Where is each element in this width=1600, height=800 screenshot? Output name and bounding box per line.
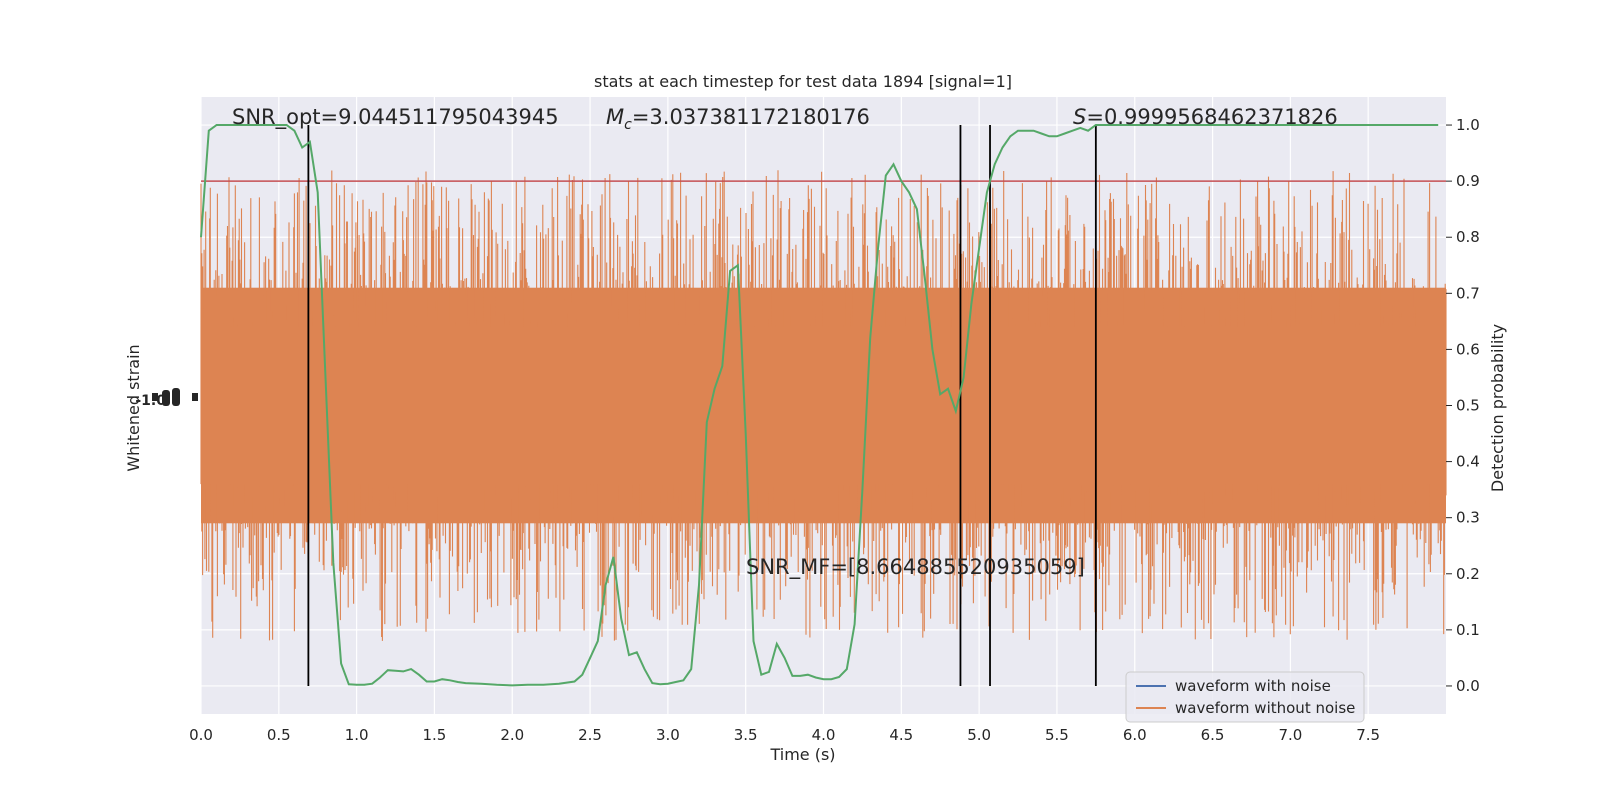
y-axis-label-right: Detection probability — [1488, 324, 1507, 492]
y-tick-label: 0.5 — [1456, 397, 1480, 415]
chirp-mass-symbol: M — [606, 105, 624, 129]
x-tick-label: 6.5 — [1201, 726, 1225, 744]
y-tick-label: 0.4 — [1456, 453, 1480, 471]
probability-line — [200, 124, 1439, 687]
s-value: =0.9999568462371826 — [1086, 105, 1337, 129]
y-tick-label: 0.0 — [1456, 677, 1480, 695]
legend-label-with-noise: waveform with noise — [1175, 677, 1331, 695]
y-tick-label: 0.2 — [1456, 565, 1480, 583]
x-tick-label: 7.5 — [1356, 726, 1380, 744]
s-symbol: S — [1073, 105, 1086, 129]
left-tick-blob — [162, 390, 170, 406]
y-tick-label: 0.6 — [1456, 340, 1480, 358]
legend: waveform with noise waveform without noi… — [1125, 671, 1365, 723]
x-tick-label: 3.5 — [734, 726, 758, 744]
left-axis-ticks: -1.0 — [135, 388, 198, 409]
x-tick-label: 0.0 — [189, 726, 213, 744]
x-axis-label: Time (s) — [769, 745, 835, 764]
y-tick-label: 1.0 — [1456, 116, 1480, 134]
x-tick-label: 4.0 — [812, 726, 836, 744]
x-tick-label: 3.0 — [656, 726, 680, 744]
x-tick-label: 1.0 — [345, 726, 369, 744]
x-tick-label: 0.5 — [267, 726, 291, 744]
x-tick-label: 2.5 — [578, 726, 602, 744]
x-tick-label: 7.0 — [1278, 726, 1302, 744]
left-tick-label: -1.0 — [135, 393, 166, 409]
snr-mf-annotation: SNR_MF=[8.664885520935059] — [746, 555, 1085, 580]
y-tick-label: 0.8 — [1456, 228, 1480, 246]
x-tick-label: 2.0 — [500, 726, 524, 744]
y-tick-label: 0.3 — [1456, 509, 1480, 527]
probability-series — [200, 124, 1439, 687]
strain-waveform-line — [200, 170, 1447, 641]
chart-title: stats at each timestep for test data 189… — [594, 72, 1012, 91]
vertical-markers — [307, 125, 1097, 686]
left-tick-blob — [192, 393, 198, 401]
strain-series — [200, 170, 1447, 641]
x-tick-label: 6.0 — [1123, 726, 1147, 744]
x-tick-label: 1.5 — [423, 726, 447, 744]
s-annotation: S=0.9999568462371826 — [1073, 105, 1338, 129]
y-tick-label: 0.9 — [1456, 172, 1480, 190]
x-tick-label: 5.0 — [967, 726, 991, 744]
x-tick-label: 4.5 — [889, 726, 913, 744]
chirp-mass-value: =3.037381172180176 — [632, 105, 870, 129]
chirp-mass-subscript: c — [624, 117, 632, 133]
snr-opt-annotation: SNR_opt=9.044511795043945 — [232, 105, 559, 130]
chirp-mass-annotation: Mc=3.037381172180176 — [606, 105, 870, 133]
legend-label-without-noise: waveform without noise — [1175, 699, 1355, 717]
y-ticks-right: 0.0 0.1 0.2 0.3 0.4 0.5 0.6 0.7 0.8 0.9 1.0 — [1446, 116, 1480, 695]
left-tick-blob — [172, 388, 180, 406]
x-ticks: 0.0 0.5 1.0 1.5 2.0 2.5 3.0 3.5 4.0 4.5 5.0 5.5 6.0 6… — [189, 726, 1380, 744]
x-tick-label: 5.5 — [1045, 726, 1069, 744]
legend-box — [1125, 671, 1365, 723]
y-tick-label: 0.1 — [1456, 621, 1480, 639]
y-axis-label-left: Whitened strain — [124, 344, 143, 471]
y-tick-label: 0.7 — [1456, 284, 1480, 302]
left-tick-blob — [152, 393, 158, 401]
